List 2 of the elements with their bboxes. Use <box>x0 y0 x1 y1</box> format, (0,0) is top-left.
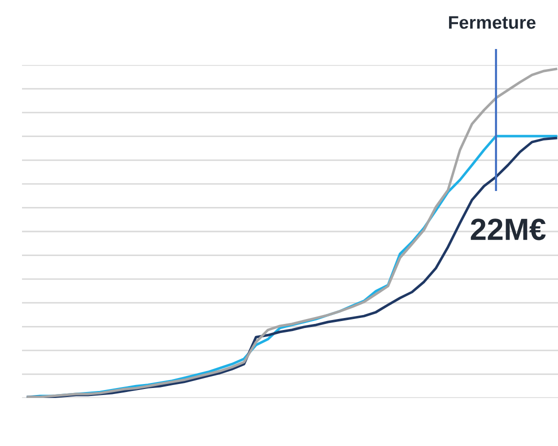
text: Fermeture <box>449 16 536 29</box>
annotation: 22M€ <box>470 218 546 240</box>
